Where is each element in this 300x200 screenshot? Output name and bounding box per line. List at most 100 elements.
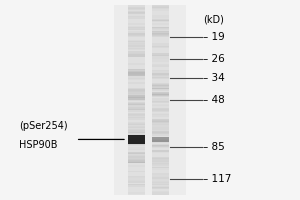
Bar xyxy=(128,88,145,90)
Bar xyxy=(128,95,145,98)
Bar xyxy=(128,165,145,167)
Bar xyxy=(128,115,145,118)
Bar xyxy=(128,138,145,140)
Bar xyxy=(152,73,169,74)
Bar xyxy=(152,113,169,115)
Bar xyxy=(152,88,169,91)
Bar xyxy=(152,187,169,189)
Bar xyxy=(128,45,145,47)
Bar xyxy=(128,118,145,120)
Bar xyxy=(128,124,145,127)
Bar xyxy=(128,142,145,143)
Bar xyxy=(128,142,145,145)
Bar xyxy=(152,181,169,183)
Bar xyxy=(152,191,169,195)
Bar xyxy=(152,108,169,110)
Bar xyxy=(152,92,169,95)
Bar xyxy=(128,13,145,14)
Text: (pSer254): (pSer254) xyxy=(19,121,68,131)
Bar xyxy=(152,120,169,123)
Bar xyxy=(152,8,169,11)
Bar xyxy=(128,47,145,50)
Bar xyxy=(152,56,169,59)
Bar xyxy=(152,31,169,33)
Bar xyxy=(128,176,145,177)
Bar xyxy=(152,184,169,185)
Bar xyxy=(128,54,145,57)
Bar xyxy=(128,97,145,99)
Bar xyxy=(152,92,169,95)
Bar xyxy=(128,102,145,105)
Bar xyxy=(128,78,145,80)
Bar xyxy=(152,33,169,36)
Bar xyxy=(152,145,169,147)
Bar xyxy=(128,33,145,37)
Text: – 48: – 48 xyxy=(203,95,225,105)
Bar xyxy=(128,161,145,163)
Bar xyxy=(128,78,145,79)
Bar xyxy=(152,73,169,75)
Bar xyxy=(128,71,145,74)
Bar xyxy=(128,152,145,154)
Bar xyxy=(128,161,145,163)
Bar xyxy=(128,7,145,8)
Bar xyxy=(152,159,169,162)
Bar xyxy=(128,156,145,159)
Bar xyxy=(128,29,145,30)
Bar xyxy=(128,177,145,180)
Bar xyxy=(152,31,169,34)
Bar xyxy=(152,15,169,18)
Bar xyxy=(128,103,145,105)
Bar xyxy=(152,70,169,71)
Bar xyxy=(152,20,169,22)
Bar xyxy=(152,31,169,34)
Bar xyxy=(152,94,169,97)
Bar xyxy=(152,119,169,120)
Bar xyxy=(128,102,145,104)
Bar xyxy=(152,44,169,47)
Bar xyxy=(152,157,169,159)
Bar xyxy=(152,94,169,96)
Bar xyxy=(152,131,169,133)
Bar xyxy=(128,93,145,95)
Bar xyxy=(128,153,145,156)
Bar xyxy=(128,75,145,78)
Bar xyxy=(152,18,169,22)
Bar xyxy=(128,32,145,35)
Bar xyxy=(128,104,145,105)
Bar xyxy=(152,109,169,112)
Bar xyxy=(152,139,169,141)
Bar xyxy=(128,129,145,133)
Bar xyxy=(152,59,169,62)
Bar xyxy=(152,73,169,76)
Bar xyxy=(152,161,169,164)
Bar xyxy=(152,177,169,180)
Bar xyxy=(128,127,145,128)
Bar xyxy=(152,121,169,123)
Bar xyxy=(128,10,145,13)
Bar xyxy=(152,23,169,25)
Bar xyxy=(128,97,145,100)
Bar xyxy=(128,108,145,110)
Bar xyxy=(128,92,145,94)
Bar xyxy=(152,140,169,143)
Bar xyxy=(128,171,145,172)
Bar xyxy=(152,55,169,56)
Bar xyxy=(128,176,145,178)
Bar xyxy=(128,132,145,133)
Bar xyxy=(152,131,169,134)
Bar xyxy=(128,122,145,125)
Bar xyxy=(128,107,145,110)
Bar xyxy=(152,7,169,8)
Bar xyxy=(128,181,145,183)
Bar xyxy=(152,5,169,195)
Bar xyxy=(152,119,169,120)
Bar xyxy=(152,84,169,87)
Text: – 34: – 34 xyxy=(203,73,225,83)
Bar xyxy=(128,69,145,72)
Text: HSP90B: HSP90B xyxy=(19,140,58,150)
Bar xyxy=(152,5,169,8)
Bar xyxy=(128,123,145,125)
Bar xyxy=(128,27,145,30)
Bar xyxy=(128,69,145,70)
